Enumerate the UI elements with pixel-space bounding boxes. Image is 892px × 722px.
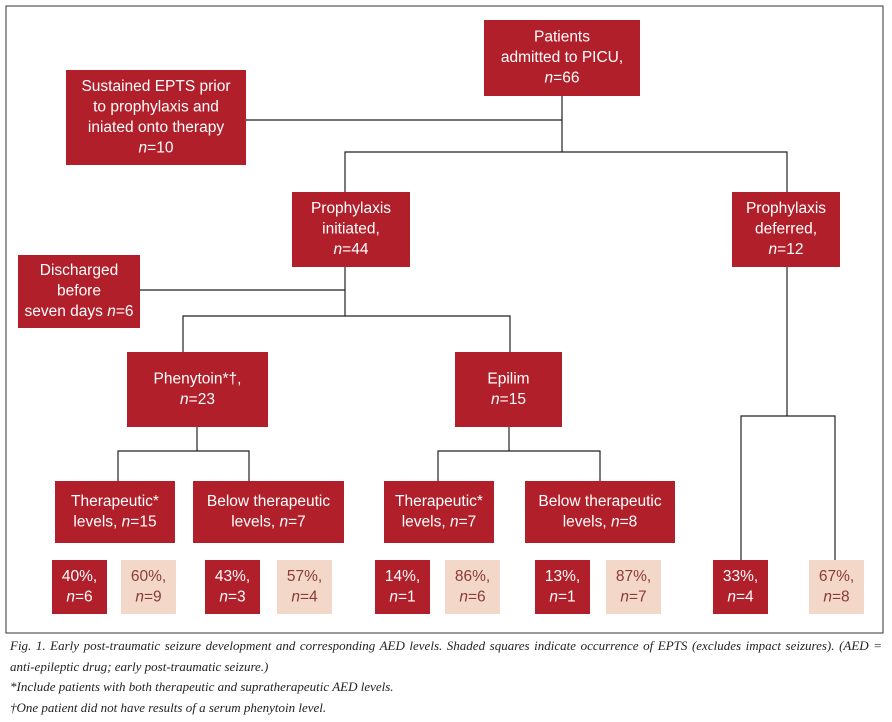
box-label: 67%,: [819, 568, 854, 585]
frame: [5, 5, 884, 634]
figure-caption: Fig. 1. Early post-traumatic seizure dev…: [10, 638, 882, 674]
box-label: n=4: [291, 588, 318, 605]
box-label: 87%,: [616, 568, 651, 585]
connector: [344, 151, 788, 192]
connector: [740, 415, 836, 560]
outcome-no-epts: [445, 560, 500, 614]
node: [18, 255, 140, 328]
box-label: n=6: [459, 588, 485, 605]
box-label: levels, n=15: [73, 513, 156, 530]
node: [732, 192, 840, 267]
box-label: n=3: [219, 588, 245, 605]
node: [292, 192, 410, 267]
outcome-epts: [375, 560, 430, 614]
box-label: levels, n=7: [402, 513, 477, 530]
box-label: admitted to PICU,: [501, 49, 623, 66]
outcome-no-epts: [809, 560, 864, 614]
connector: [437, 450, 601, 481]
connector: [117, 450, 250, 481]
box-label: n=4: [727, 588, 754, 605]
box-label: Below therapeutic: [207, 493, 330, 510]
outcome-epts: [205, 560, 260, 614]
box-label: levels, n=7: [231, 513, 306, 530]
outcome-no-epts: [121, 560, 176, 614]
box-label: n=44: [334, 241, 369, 258]
box-label: initiated,: [322, 221, 380, 238]
box-label: Phenytoin*†,: [154, 370, 242, 387]
outcome-epts: [713, 560, 768, 614]
box-label: n=10: [139, 139, 174, 156]
footnote: †One patient did not have results of a s…: [10, 699, 327, 715]
box-label: 14%,: [385, 568, 420, 585]
node: [55, 481, 175, 543]
box-label: deferred,: [755, 221, 817, 238]
box-label: 33%,: [723, 568, 758, 585]
box-label: Epilim: [487, 370, 529, 387]
box-label: n=23: [180, 391, 215, 408]
box-label: 40%,: [62, 568, 97, 585]
box-label: Prophylaxis: [746, 200, 826, 217]
node: [66, 70, 246, 165]
box-label: Prophylaxis: [311, 200, 391, 217]
box-label: Sustained EPTS prior: [81, 78, 230, 95]
box-label: before: [57, 283, 101, 300]
box-label: 86%,: [455, 568, 490, 585]
caption: Fig. 1. Early post-traumatic seizure dev…: [10, 636, 882, 718]
connectors: [117, 96, 836, 560]
box-label: Therapeutic*: [71, 493, 159, 510]
box-label: Therapeutic*: [395, 493, 483, 510]
outcome-no-epts: [277, 560, 332, 614]
node: [384, 481, 494, 543]
box-label: n=7: [620, 588, 646, 605]
box-label: iniated onto therapy: [88, 119, 224, 136]
box-label: 43%,: [215, 568, 250, 585]
box-label: Discharged: [40, 262, 118, 279]
outcome-epts: [52, 560, 107, 614]
flowchart: Patients admitted to PICU, n=66 Sustained E…: [5, 5, 884, 634]
node: [193, 481, 344, 543]
node: [525, 481, 675, 543]
box-label: 60%,: [131, 568, 166, 585]
box-label: 13%,: [545, 568, 580, 585]
box-label: n=8: [823, 588, 849, 605]
box-label: to prophylaxis and: [93, 98, 219, 115]
box-label: n=66: [545, 70, 580, 87]
node: [484, 20, 640, 96]
box-label: 57%,: [287, 568, 322, 585]
box-label: Below therapeutic: [538, 493, 661, 510]
outcome-epts: [535, 560, 590, 614]
box-label: Patients: [534, 29, 590, 46]
box-label: n=9: [135, 588, 161, 605]
node: [455, 352, 562, 427]
box-label: n=1: [389, 588, 415, 605]
outcome-no-epts: [606, 560, 661, 614]
box-label: n=6: [66, 588, 92, 605]
connector: [182, 315, 511, 352]
box-label: n=1: [549, 588, 575, 605]
node: [127, 352, 268, 427]
box-label: n=12: [769, 241, 804, 258]
box-label: levels, n=8: [563, 513, 638, 530]
box-label: seven days n=6: [24, 303, 133, 320]
footnote: *Include patients with both therapeutic …: [10, 679, 394, 694]
box-label: n=15: [491, 391, 526, 408]
